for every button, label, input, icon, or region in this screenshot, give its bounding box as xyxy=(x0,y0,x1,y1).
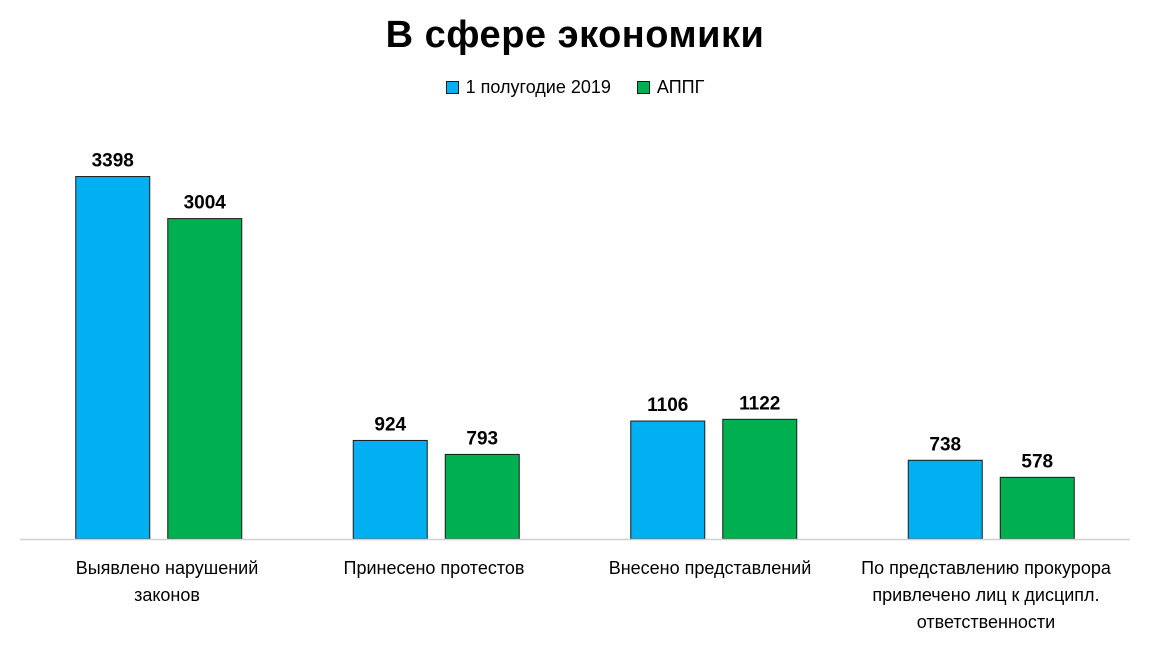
category-label-4: По представлению прокурора привлечено ли… xyxy=(861,558,1111,632)
legend-item-series-1: 1 полугодие 2019 xyxy=(445,77,611,98)
bar-series-2-cat-1 xyxy=(167,218,243,540)
bar-series-1-cat-4 xyxy=(907,459,983,540)
category-label-3: Внесено представлений xyxy=(608,558,812,578)
data-label-series-1-cat-4: 738 xyxy=(929,434,961,455)
chart-title: В сфере экономики xyxy=(385,14,765,56)
legend-swatch-series-1 xyxy=(445,81,459,94)
bar-series-1-cat-2 xyxy=(352,439,428,540)
category-label-2: Принесено протестов xyxy=(343,558,525,578)
legend-label-series-1: 1 полугодие 2019 xyxy=(465,77,611,97)
category-label-1: Выявлено нарушений законов xyxy=(75,558,259,605)
legend: 1 полугодие 2019 АППГ xyxy=(0,77,1150,98)
legend-label-series-2: АППГ xyxy=(656,77,705,97)
bar-series-1-cat-1 xyxy=(75,176,151,540)
legend-item-series-2: АППГ xyxy=(636,77,705,98)
data-label-series-1-cat-2: 924 xyxy=(374,414,406,435)
data-label-series-2-cat-2: 793 xyxy=(466,428,498,449)
bar-series-2-cat-2 xyxy=(444,453,520,540)
data-label-series-2-cat-4: 578 xyxy=(1021,451,1053,472)
data-label-series-1-cat-3: 1106 xyxy=(647,395,688,416)
data-label-series-2-cat-1: 3004 xyxy=(184,193,227,214)
legend-swatch-series-2 xyxy=(636,81,650,94)
bar-series-1-cat-3 xyxy=(630,420,706,540)
data-label-series-2-cat-3: 1122 xyxy=(739,393,780,414)
bar-series-2-cat-4 xyxy=(999,476,1075,540)
data-label-series-1-cat-1: 3398 xyxy=(92,151,134,172)
bar-series-2-cat-3 xyxy=(722,418,798,540)
